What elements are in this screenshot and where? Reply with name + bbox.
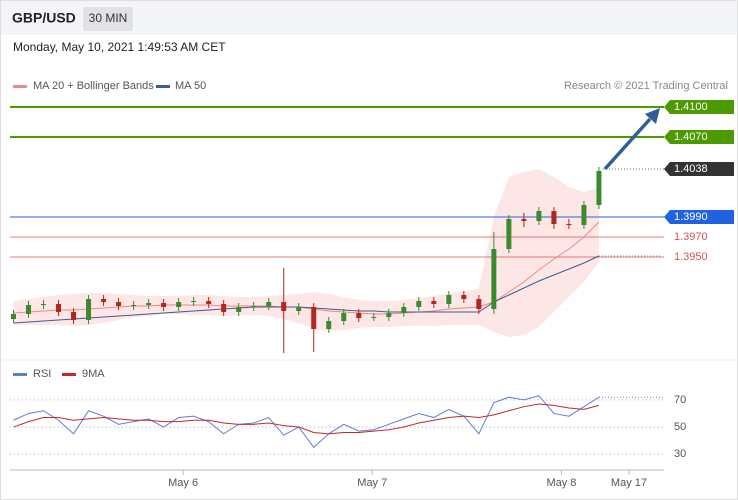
candle-body — [86, 299, 92, 320]
candle-body — [431, 301, 437, 304]
legend-swatch — [62, 373, 76, 376]
legend-swatch — [156, 85, 170, 88]
candle-body — [371, 317, 377, 318]
candle-body — [596, 171, 602, 205]
candle-body — [101, 299, 107, 302]
x-tick-label: May 6 — [168, 477, 198, 489]
rsi-tick-label: 30 — [674, 448, 686, 460]
copyright: Research © 2021 Trading Central — [564, 80, 728, 92]
candle-body — [461, 295, 467, 299]
timestamp: Monday, May 10, 2021 1:49:53 AM CET — [13, 40, 226, 54]
candle-body — [356, 313, 362, 318]
x-tick-label: May 7 — [357, 477, 387, 489]
candle-body — [416, 301, 422, 307]
candle-body — [176, 302, 182, 307]
x-tick-label: May 8 — [546, 477, 576, 489]
candle-body — [551, 211, 557, 224]
candle-body — [311, 307, 317, 329]
candle-body — [41, 304, 47, 305]
symbol: GBP/USD — [12, 10, 76, 26]
level-label: 1.3970 — [674, 231, 708, 243]
level-label: 1.3990 — [674, 211, 708, 223]
rsi-tick-label: 70 — [674, 394, 686, 406]
level-tag — [664, 130, 734, 144]
last-price-tag — [664, 162, 734, 176]
last-price-label: 1.4038 — [674, 163, 708, 175]
bollinger-band — [13, 169, 599, 337]
ma50-line — [13, 255, 600, 324]
level-label: 1.3950 — [674, 251, 708, 263]
interval: 30 MIN — [89, 11, 128, 25]
candle-body — [236, 307, 242, 312]
forecast-arrowhead — [645, 108, 660, 124]
candle-body — [326, 321, 332, 329]
candle-body — [521, 219, 527, 221]
candle-body — [131, 305, 137, 306]
candle-body — [251, 306, 257, 307]
candle-body — [536, 211, 542, 221]
candle-body — [56, 304, 62, 312]
candle-body — [161, 303, 167, 307]
legend-label: MA 50 — [175, 80, 206, 92]
level-label: 1.4100 — [674, 101, 708, 113]
candle-body — [581, 205, 587, 225]
legend-label: RSI — [33, 368, 51, 380]
x-tick-label: May 17 — [611, 477, 647, 489]
rsi-tick-label: 50 — [674, 421, 686, 433]
candle-body — [446, 295, 452, 304]
candle-body — [476, 299, 482, 309]
level-tag — [664, 100, 734, 114]
candle-body — [221, 304, 227, 312]
candle-body — [191, 301, 197, 302]
candle-body — [281, 302, 287, 311]
legend-swatch — [13, 85, 27, 88]
candle-body — [566, 224, 572, 225]
legend-swatch — [13, 373, 27, 376]
forecast-arrow — [603, 117, 652, 171]
legend-label: MA 20 + Bollinger Bands — [33, 80, 154, 92]
candle-body — [71, 312, 77, 320]
candle-body — [491, 249, 497, 309]
candle-body — [506, 219, 512, 249]
candle-body — [26, 305, 32, 314]
rsi-line — [13, 395, 600, 449]
candle-body — [386, 313, 392, 317]
candle-body — [266, 302, 272, 306]
level-label: 1.4070 — [674, 131, 708, 143]
legend-label: 9MA — [82, 368, 105, 380]
candle-body — [401, 307, 407, 313]
candle-body — [11, 314, 17, 319]
rsi-line — [13, 403, 600, 435]
level-tag — [664, 210, 734, 224]
candle-body — [296, 307, 302, 311]
candle-body — [116, 302, 122, 306]
candle-body — [206, 301, 212, 304]
candle-body — [146, 303, 152, 305]
interval-box — [83, 7, 133, 31]
candle-body — [341, 313, 347, 321]
